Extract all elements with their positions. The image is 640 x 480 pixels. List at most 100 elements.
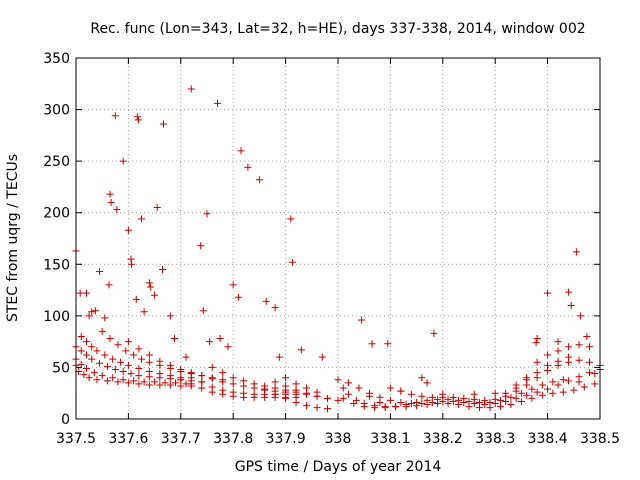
y-tick-label: 150 (43, 257, 70, 273)
data-point (470, 390, 478, 398)
data-point (549, 378, 557, 386)
data-point (103, 362, 111, 370)
data-point (418, 374, 426, 382)
data-points (72, 85, 604, 413)
data-point (324, 405, 332, 413)
data-point (77, 360, 85, 368)
data-point (449, 393, 457, 401)
data-point (250, 390, 258, 398)
data-point (240, 389, 248, 397)
data-point (124, 338, 132, 346)
data-point (533, 369, 541, 377)
data-point (122, 347, 130, 355)
data-point (565, 288, 573, 296)
data-point (271, 304, 279, 312)
data-point (213, 99, 221, 107)
data-point (171, 335, 179, 343)
data-point (119, 368, 127, 376)
data-point (381, 404, 389, 412)
chart-title: Rec. func (Lon=343, Lat=32, h=HE), days … (90, 21, 585, 37)
data-point (580, 383, 588, 391)
data-point (145, 351, 153, 359)
data-point (240, 377, 248, 385)
data-point (350, 400, 358, 408)
data-point (528, 394, 536, 402)
data-point (156, 357, 164, 365)
data-point (119, 157, 127, 165)
data-point (80, 371, 88, 379)
data-point (324, 394, 332, 402)
data-point (512, 394, 520, 402)
data-point (288, 258, 296, 266)
data-point (156, 370, 164, 378)
data-point (124, 361, 132, 369)
data-point (544, 289, 552, 297)
y-tick-label: 50 (52, 360, 70, 376)
tick-labels: 337.5 337.6 337.7 337.8 337.9 338 338.1 338.2 33… (43, 51, 620, 447)
data-point (407, 400, 415, 408)
data-point (224, 343, 232, 351)
data-point (177, 365, 185, 373)
data-point (360, 403, 368, 411)
data-point (344, 390, 352, 398)
data-point (177, 382, 185, 390)
x-axis-label: GPS time / Days of year 2014 (235, 459, 442, 475)
data-point (486, 398, 494, 406)
data-point (105, 281, 113, 289)
data-point (261, 386, 269, 394)
data-point (586, 343, 594, 351)
data-point (109, 374, 117, 382)
data-point (82, 351, 90, 359)
data-point (172, 379, 180, 387)
data-point (101, 314, 109, 322)
data-point (303, 402, 311, 410)
data-point (111, 112, 119, 120)
data-point (93, 376, 101, 384)
data-point (313, 388, 321, 396)
data-point (430, 329, 438, 337)
data-point (397, 398, 405, 406)
data-point (262, 297, 270, 305)
data-point (565, 353, 573, 361)
data-point (135, 380, 143, 388)
data-point (138, 215, 145, 223)
data-point (124, 226, 132, 234)
data-point (371, 404, 379, 412)
data-point (586, 369, 594, 377)
data-point (130, 351, 138, 359)
data-point (496, 396, 504, 404)
data-point (156, 381, 164, 389)
data-point (82, 364, 90, 372)
data-point (166, 372, 174, 380)
data-point (271, 390, 279, 398)
data-point (182, 353, 190, 361)
y-tick-label: 300 (43, 103, 70, 119)
data-point (187, 374, 195, 382)
data-point (85, 312, 93, 320)
data-point (554, 381, 562, 389)
data-point (565, 377, 573, 385)
data-point (216, 335, 224, 343)
data-point (339, 394, 347, 402)
data-point (98, 327, 106, 335)
data-point (114, 341, 122, 349)
data-point (82, 338, 90, 346)
data-point (151, 378, 159, 386)
data-point (384, 340, 392, 348)
data-point (544, 361, 552, 369)
data-point (198, 384, 206, 392)
data-point (538, 381, 546, 389)
data-point (93, 347, 101, 355)
data-point (77, 332, 85, 340)
data-point (303, 384, 311, 392)
data-point (491, 389, 499, 397)
x-tick-label: 338.2 (423, 431, 463, 447)
x-tick-label: 338 (325, 431, 352, 447)
data-point (206, 338, 214, 346)
data-point (229, 380, 237, 388)
data-point (127, 255, 135, 263)
data-point (127, 370, 135, 378)
data-point (355, 384, 363, 392)
data-point (271, 384, 279, 392)
